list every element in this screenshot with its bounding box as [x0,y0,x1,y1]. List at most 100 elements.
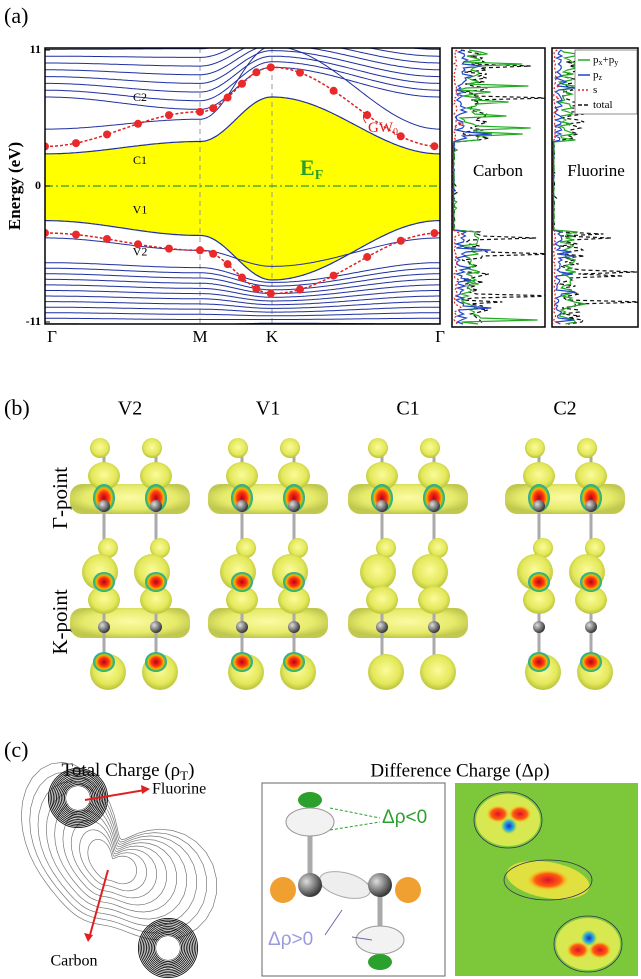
atom [98,500,110,512]
band [45,17,440,36]
lobe [280,438,300,458]
green-lobe [298,792,322,808]
hot [486,805,510,823]
gw-point [296,68,304,77]
band [45,61,440,102]
density [580,652,602,672]
gw-point [209,249,218,258]
atom [368,873,392,897]
lobe [577,438,597,458]
gw-point [223,260,232,269]
legend-entry: pz [593,69,603,82]
legend-sub: z [599,73,603,82]
row-header: Γ-point [48,467,72,529]
band [45,278,440,295]
gw-point [196,246,204,255]
contour [152,932,184,964]
density [283,652,305,672]
lobe [366,586,398,614]
dos-title: Carbon [473,161,524,180]
label-positive: Δρ>0 [268,929,313,950]
band [45,96,440,155]
lobe [228,438,248,458]
lobe [418,462,450,490]
lobe [140,462,172,490]
outline [473,791,543,849]
band [45,55,440,93]
y-tick-label: 11 [30,42,41,56]
y-tick-label: -11 [26,314,41,328]
contour [144,924,192,972]
atom [376,621,388,633]
gw-point [396,132,405,141]
contour [29,771,207,934]
band [45,48,440,130]
gw-point [45,142,49,151]
dos-curve [552,49,562,325]
orbital-image [70,438,190,558]
orbital-grid: V2 V1 C1 C2 Γ-point K-point [48,398,625,690]
core [66,786,90,810]
difference-map-features [473,791,623,973]
orbital-image [208,554,328,690]
outline [553,915,623,973]
gw-point [329,86,338,95]
contour [141,921,195,975]
band [45,50,440,84]
contour [62,810,167,906]
row-header: K-point [48,589,72,654]
band-label: C2 [133,90,147,104]
gw-point [396,236,405,245]
band [45,1,440,16]
band [45,48,440,58]
legend-entry: total [593,99,613,111]
density [145,572,167,592]
isosurface-band [348,484,468,514]
band [45,306,440,313]
band [45,290,440,302]
lobe [366,462,398,490]
arrow [84,789,146,801]
x-tick-label: Γ [47,327,57,346]
lobe [88,462,120,490]
band [45,295,440,306]
lobe [523,462,555,490]
orange-lobe [395,877,421,903]
gw-point [103,130,111,139]
x-tick-label: K [266,327,279,346]
gw-label: GW0 [368,121,398,139]
legend-text: p [593,69,599,81]
gw-point [329,271,338,280]
lobe [226,462,258,490]
lobe [142,438,162,458]
dos-title: Fluorine [567,161,625,180]
white-lobe [355,925,405,955]
legend-sub: y [614,58,618,67]
molecule: Δρ<0 Δρ>0 [268,792,427,970]
gw-point [103,234,111,243]
panel-label: (b) [4,395,30,420]
contour [37,781,197,927]
contour [87,838,137,885]
lobe [523,586,555,614]
band [45,23,440,43]
orbital-image [208,438,328,558]
legend-sub: x [599,58,603,67]
contour [149,929,187,967]
y-tick-label: 0 [35,178,41,192]
gw-main: GW [368,121,394,137]
white-lobe [285,807,335,837]
gw-point [252,284,261,293]
column-header: V2 [118,398,142,420]
pointer [329,807,381,831]
gw-point [266,289,275,298]
band-label: C1 [133,153,147,167]
column-header: C2 [553,398,576,420]
contour [51,771,105,825]
gw-curve [45,66,440,148]
band [45,237,440,267]
band [45,6,440,22]
density [528,572,550,592]
density [528,652,550,672]
lobe [140,586,172,614]
